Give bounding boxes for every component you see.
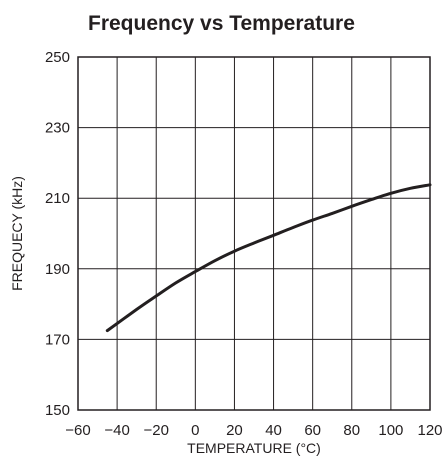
chart-title: Frequency vs Temperature xyxy=(88,12,355,35)
y-tick-label: 250 xyxy=(45,49,70,66)
x-axis-label: TEMPERATURE (°C) xyxy=(187,440,321,456)
x-tick-label: 60 xyxy=(304,422,321,439)
y-tick-label: 210 xyxy=(45,190,70,207)
y-tick-label: 190 xyxy=(45,261,70,278)
grid xyxy=(77,56,431,411)
x-tick-label: −20 xyxy=(143,422,168,439)
x-tick-label: 100 xyxy=(378,422,403,439)
series-layer xyxy=(105,183,432,333)
x-tick-label: 80 xyxy=(343,422,360,439)
x-tick-label: 40 xyxy=(265,422,282,439)
x-tick-label: −60 xyxy=(65,422,90,439)
plot-frame xyxy=(77,56,431,411)
y-tick-label: 150 xyxy=(45,402,70,419)
x-tick-label: 20 xyxy=(226,422,243,439)
x-tick-label: −40 xyxy=(104,422,129,439)
series-line xyxy=(105,183,432,333)
x-tick-label: 0 xyxy=(191,422,199,439)
x-tick-labels: −60 −40 −20 0 20 40 60 80 100 120 xyxy=(65,422,442,439)
x-tick-label: 120 xyxy=(417,422,442,439)
y-tick-label: 230 xyxy=(45,120,70,137)
y-tick-label: 170 xyxy=(45,331,70,348)
y-axis-label: FREQUECY (kHz) xyxy=(9,176,25,291)
y-tick-labels: 150 170 190 210 230 250 xyxy=(45,49,70,419)
